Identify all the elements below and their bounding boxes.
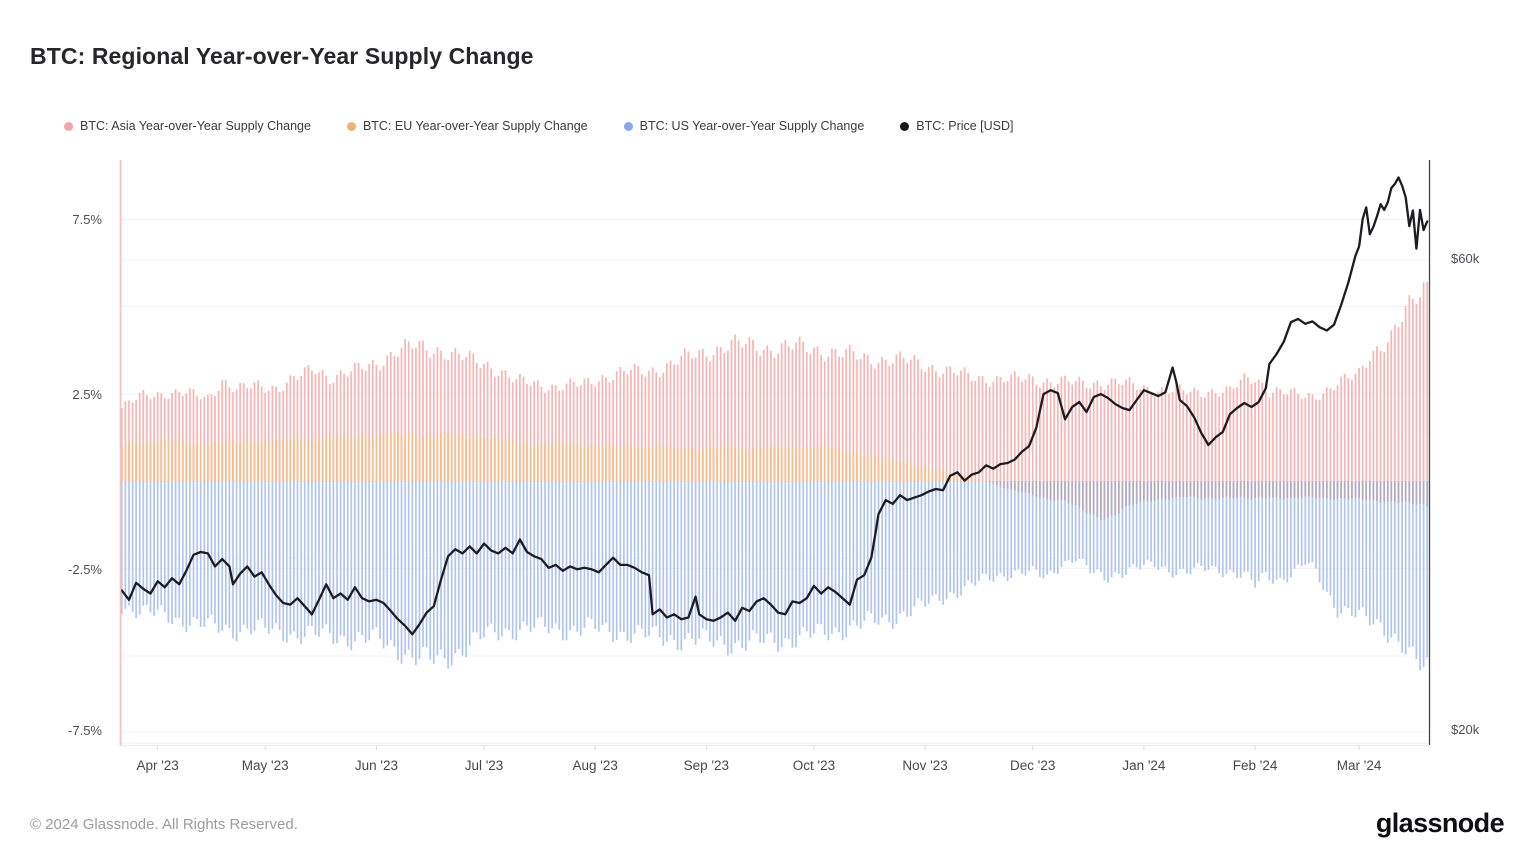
x-tick-label: Jul '23 [464, 758, 504, 773]
footer-copyright: © 2024 Glassnode. All Rights Reserved. [30, 816, 298, 833]
legend-label-eu: BTC: EU Year-over-Year Supply Change [362, 119, 588, 133]
x-tick-label: Apr '23 [136, 758, 179, 773]
y-axis-tick-neg7.5pct: -7.5% [68, 723, 102, 738]
supply-bars-eu-positive [120, 431, 984, 482]
legend-label-asia: BTC: Asia Year-over-Year Supply Change [80, 119, 311, 133]
x-tick-label: Mar '24 [1336, 758, 1382, 773]
x-tick-label: Oct '23 [792, 758, 836, 773]
legend-item-price[interactable]: BTC: Price [USD] [900, 119, 1014, 133]
legend-label-us: BTC: US Year-over-Year Supply Change [639, 119, 865, 133]
price-axis-tick-60k: $60k [1451, 251, 1480, 266]
x-tick-label: Jun '23 [354, 758, 398, 773]
us-series-dot-icon [623, 121, 633, 131]
x-tick-label: Aug '23 [572, 758, 618, 773]
supply-bars-us [120, 481, 1429, 671]
supply-bars-asia [120, 281, 1429, 482]
asia-series-dot-icon [64, 121, 73, 131]
legend-item-us[interactable]: BTC: US Year-over-Year Supply Change [623, 119, 865, 133]
x-tick-label: Sep '23 [683, 758, 730, 773]
y-axis-tick-neg2.5pct: -2.5% [68, 562, 102, 577]
glassnode-logo[interactable]: glassnode [1375, 808, 1505, 838]
y-axis-tick-2.5pct: 2.5% [72, 387, 102, 402]
price-line [120, 176, 1429, 636]
eu-series-dot-icon [346, 121, 356, 131]
x-tick-label: Nov '23 [902, 758, 948, 773]
y-axis-tick-7.5pct: 7.5% [72, 212, 102, 227]
x-tick-label: Dec '23 [1010, 758, 1056, 773]
legend-item-eu[interactable]: BTC: EU Year-over-Year Supply Change [346, 119, 588, 133]
page-title: BTC: Regional Year-over-Year Supply Chan… [30, 43, 534, 69]
x-tick-label: May '23 [241, 758, 289, 773]
x-tick-label: Jan '24 [1122, 758, 1166, 773]
legend: BTC: Asia Year-over-Year Supply Change B… [64, 119, 1014, 133]
price-axis-tick-20k: $20k [1451, 722, 1480, 737]
supply-bars-eu-negative [988, 481, 1429, 520]
x-tick-label: Feb '24 [1232, 758, 1278, 773]
legend-item-asia[interactable]: BTC: Asia Year-over-Year Supply Change [64, 119, 311, 133]
legend-label-price: BTC: Price [USD] [916, 119, 1014, 133]
price-series-dot-icon [900, 121, 910, 131]
